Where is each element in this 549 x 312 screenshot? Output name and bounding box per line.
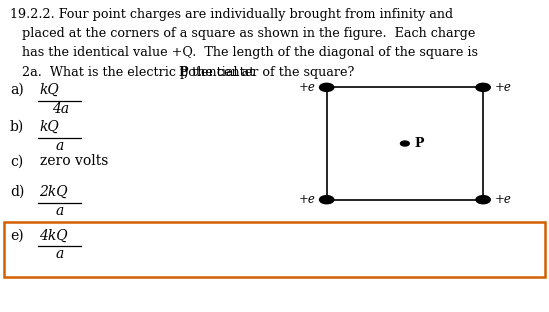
Text: e): e) xyxy=(10,228,24,242)
Text: 4kQ: 4kQ xyxy=(40,228,68,242)
Circle shape xyxy=(320,196,334,204)
Text: , the center of the square?: , the center of the square? xyxy=(183,66,354,79)
Bar xyxy=(4,222,545,277)
Text: P: P xyxy=(415,137,424,150)
Text: +e: +e xyxy=(495,81,512,94)
Circle shape xyxy=(476,196,490,204)
Text: +e: +e xyxy=(298,193,315,206)
Text: P: P xyxy=(178,66,188,79)
Circle shape xyxy=(476,83,490,91)
Text: b): b) xyxy=(10,119,24,134)
Text: +e: +e xyxy=(495,193,512,206)
Text: +e: +e xyxy=(298,81,315,94)
Text: kQ: kQ xyxy=(40,83,59,97)
Text: 2kQ: 2kQ xyxy=(40,185,68,199)
Text: a: a xyxy=(56,204,64,218)
Text: kQ: kQ xyxy=(40,119,59,134)
Text: 2a.  What is the electric potential at: 2a. What is the electric potential at xyxy=(10,66,258,79)
Text: placed at the corners of a square as shown in the figure.  Each charge: placed at the corners of a square as sho… xyxy=(10,27,475,40)
Circle shape xyxy=(401,141,410,146)
Text: d): d) xyxy=(10,185,24,199)
Text: zero volts: zero volts xyxy=(40,154,108,168)
Text: has the identical value +Q.  The length of the diagonal of the square is: has the identical value +Q. The length o… xyxy=(10,46,478,60)
Circle shape xyxy=(320,83,334,91)
Text: a: a xyxy=(56,139,64,153)
Text: 19.2.2. Four point charges are individually brought from infinity and: 19.2.2. Four point charges are individua… xyxy=(10,8,453,21)
Text: c): c) xyxy=(10,154,23,168)
Text: a: a xyxy=(56,247,64,261)
Text: a): a) xyxy=(10,83,24,97)
Text: 4a: 4a xyxy=(52,102,69,116)
